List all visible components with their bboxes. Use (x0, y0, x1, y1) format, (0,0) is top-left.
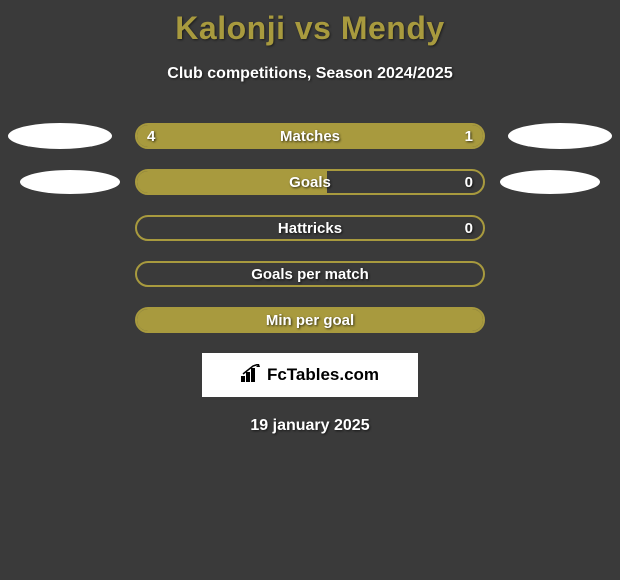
bar-left-fill (137, 309, 483, 331)
bar-left-fill (137, 125, 414, 147)
stat-row: 0Hattricks (0, 215, 620, 241)
stat-row: Min per goal (0, 307, 620, 333)
chart-icon (241, 364, 263, 387)
player-right-avatar (500, 170, 600, 194)
stat-left-value: 4 (147, 125, 155, 147)
page-subtitle: Club competitions, Season 2024/2025 (0, 65, 620, 83)
stat-row: 0Goals (0, 169, 620, 195)
bar-left-fill (137, 171, 327, 193)
stat-bar: 41Matches (135, 123, 485, 149)
stat-bar: Goals per match (135, 261, 485, 287)
stat-row: 41Matches (0, 123, 620, 149)
stat-bar: 0Hattricks (135, 215, 485, 241)
stat-bar: 0Goals (135, 169, 485, 195)
stat-row: Goals per match (0, 261, 620, 287)
logo-box[interactable]: FcTables.com (202, 353, 418, 397)
date-label: 19 january 2025 (0, 417, 620, 435)
player-left-avatar (8, 123, 112, 149)
stat-right-value: 0 (465, 217, 473, 239)
stat-right-value: 1 (465, 125, 473, 147)
player-left-avatar (20, 170, 120, 194)
logo-text: FcTables.com (267, 365, 379, 385)
stat-label: Hattricks (137, 217, 483, 239)
stat-right-value: 0 (465, 171, 473, 193)
page-title: Kalonji vs Mendy (0, 0, 620, 47)
player-right-avatar (508, 123, 612, 149)
stat-bar: Min per goal (135, 307, 485, 333)
stat-label: Goals per match (137, 263, 483, 285)
stat-rows: 41Matches0Goals0HattricksGoals per match… (0, 123, 620, 333)
